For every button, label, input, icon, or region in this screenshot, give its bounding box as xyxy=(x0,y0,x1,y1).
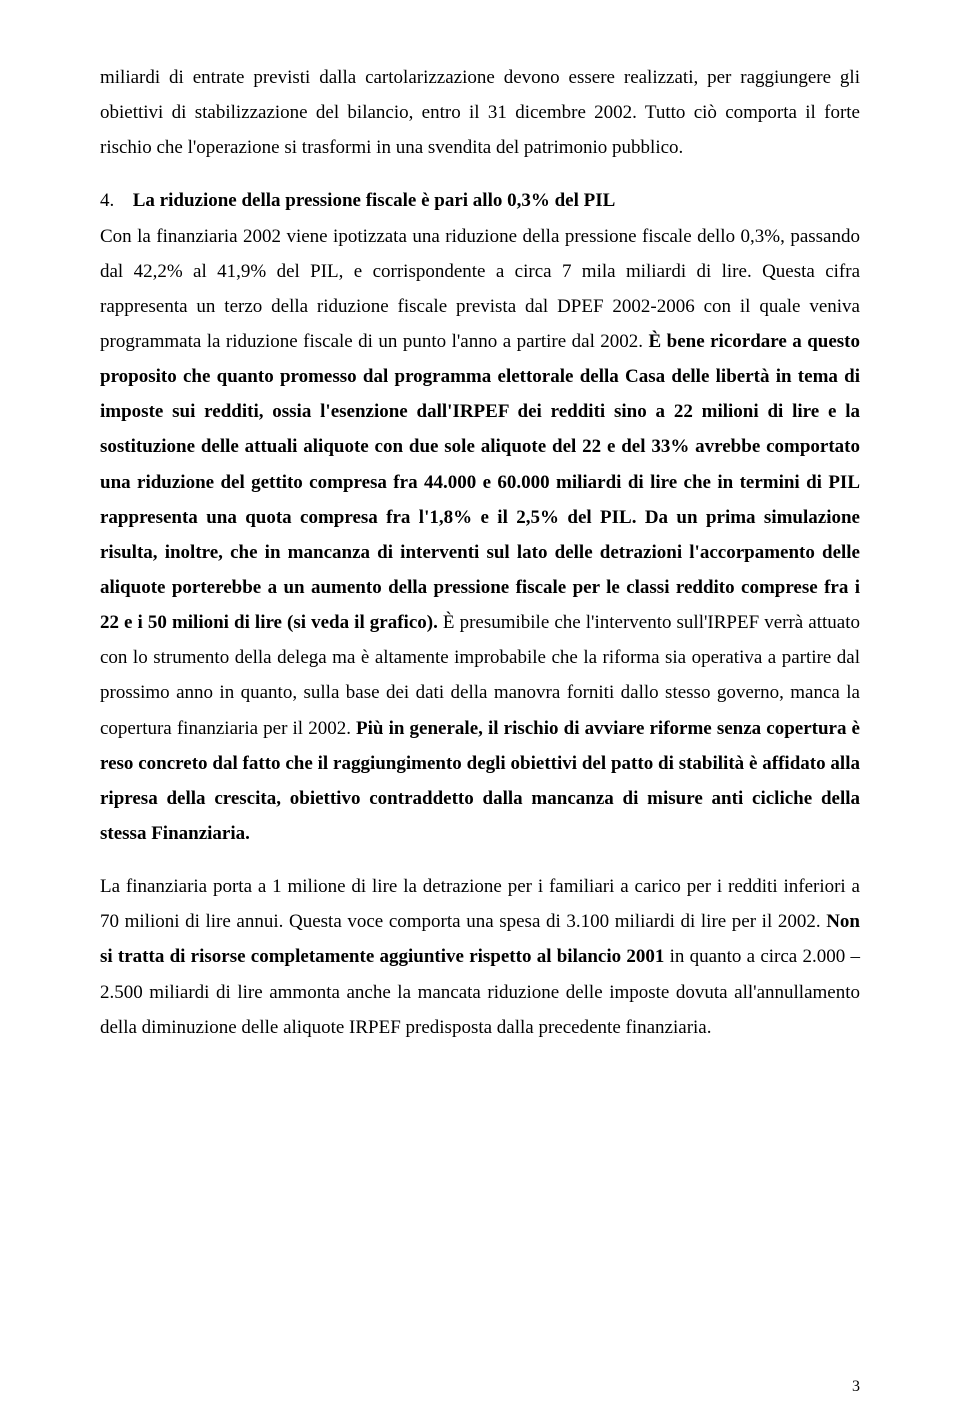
document-page: miliardi di entrate previsti dalla carto… xyxy=(0,0,960,1424)
intro-paragraph: miliardi di entrate previsti dalla carto… xyxy=(100,60,860,165)
text-run-plain: La finanziaria porta a 1 milione di lire… xyxy=(100,876,860,932)
section-title: La riduzione della pressione fiscale è p… xyxy=(133,190,616,211)
section-number: 4. xyxy=(100,183,128,218)
body-paragraph-3: La finanziaria porta a 1 milione di lire… xyxy=(100,869,860,1045)
page-number: 3 xyxy=(852,1378,860,1396)
text-run-bold: È bene ricordare a questo proposito che … xyxy=(100,331,860,633)
section-heading: 4. La riduzione della pressione fiscale … xyxy=(100,183,860,218)
body-paragraph-2: Con la finanziaria 2002 viene ipotizzata… xyxy=(100,219,860,852)
